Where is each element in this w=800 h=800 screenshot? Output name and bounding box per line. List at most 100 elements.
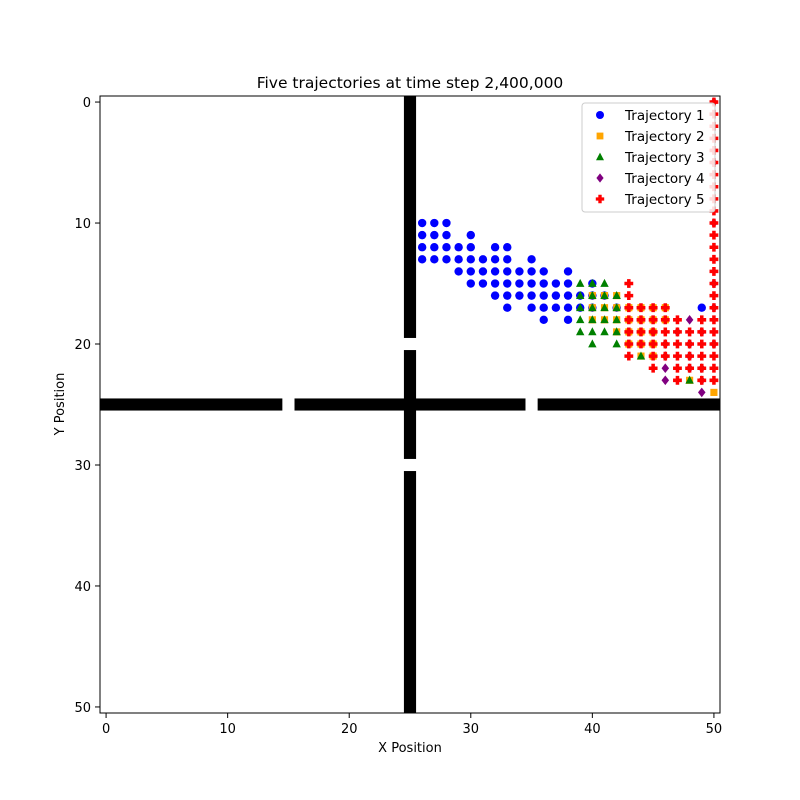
trajectory-5-point	[709, 291, 719, 301]
trajectory-5-point	[624, 315, 634, 325]
trajectory-1-point	[417, 218, 427, 228]
trajectory-5-point	[709, 315, 719, 325]
trajectory-5-point	[673, 363, 682, 373]
trajectory-5-point	[624, 339, 634, 349]
trajectory-5-point	[648, 339, 658, 349]
trajectory-5-point	[660, 327, 670, 337]
wall-horizontal-3	[537, 398, 720, 411]
trajectory-5-point	[673, 375, 682, 385]
trajectory-5-point	[697, 363, 707, 373]
trajectory-1-point	[563, 279, 573, 288]
trajectory-5-point	[624, 279, 634, 288]
wall-horizontal-1	[100, 398, 283, 411]
x-tick-label: 10	[219, 722, 236, 737]
trajectory-3-point	[575, 278, 585, 287]
trajectory-3-point	[600, 303, 609, 312]
trajectory-1-point	[417, 243, 427, 252]
trajectory-3-point	[612, 315, 621, 324]
plot-frame	[99, 95, 721, 714]
trajectory-1-point	[466, 255, 475, 264]
legend-marker-1	[596, 111, 604, 119]
trajectory-1-point	[417, 255, 427, 264]
trajectory-1-point	[490, 279, 500, 288]
trajectory-1-point	[430, 230, 439, 240]
trajectory-1-point	[503, 267, 512, 276]
trajectory-3-point	[612, 339, 621, 348]
trajectory-1-point	[454, 243, 463, 252]
trajectory-5-point	[697, 351, 707, 361]
y-tick-label: 20	[74, 338, 91, 353]
trajectory-3-point	[685, 375, 694, 384]
trajectory-5-point	[648, 303, 658, 313]
trajectory-5-point	[685, 339, 695, 349]
trajectory-1-point	[503, 243, 512, 252]
trajectory-3-point	[588, 315, 597, 324]
trajectory-5-point	[685, 327, 695, 337]
trajectory-3-point	[600, 327, 609, 336]
trajectory-5-point	[673, 351, 682, 361]
trajectory-1-point	[515, 279, 524, 288]
legend-label-4: Trajectory 4	[624, 171, 705, 187]
trajectory-3-point	[588, 278, 597, 287]
trajectory-3-point	[575, 290, 585, 299]
trajectory-5-point	[673, 327, 682, 337]
trajectory-1-point	[539, 315, 548, 325]
x-tick-label: 0	[102, 722, 110, 737]
trajectory-1-point	[442, 255, 451, 264]
trajectory-5-point	[709, 279, 719, 288]
x-tick-label: 40	[584, 722, 601, 737]
y-tick-label: 50	[74, 701, 91, 716]
trajectory-1-point	[539, 267, 548, 276]
trajectory-1-point	[563, 303, 573, 312]
trajectory-5-point	[624, 303, 634, 313]
trajectory-3-point	[588, 303, 597, 312]
trajectory-3-point	[575, 303, 585, 312]
legend-marker-4	[596, 173, 604, 183]
trajectory-5-point	[648, 363, 658, 373]
trajectory-5-point	[624, 291, 634, 301]
legend-label-5: Trajectory 5	[624, 192, 705, 208]
trajectory-1-point	[430, 243, 439, 252]
trajectory-5-point	[697, 315, 707, 325]
points-layer	[417, 97, 719, 398]
trajectory-3-point	[588, 327, 597, 336]
trajectory-5-point	[660, 351, 670, 361]
trajectory-1-point	[527, 291, 536, 300]
trajectory-1-point	[442, 230, 451, 240]
trajectory-1-point	[442, 243, 451, 252]
trajectory-1-point	[563, 267, 573, 276]
trajectory-1-point	[478, 255, 488, 264]
x-axis-label: X Position	[378, 741, 442, 756]
trajectory-1-point	[503, 255, 512, 264]
trajectory-1-point	[490, 267, 500, 276]
trajectory-1-point	[551, 279, 561, 288]
trajectory-3-point	[600, 290, 609, 299]
trajectory-5-point	[709, 303, 719, 313]
trajectory-4-point	[697, 387, 706, 398]
trajectory-5-point	[685, 363, 695, 373]
legend-marker-3	[596, 152, 604, 161]
trajectory-1-point	[503, 291, 512, 300]
trajectory-5-point	[660, 315, 670, 325]
trajectory-1-point	[539, 279, 548, 288]
trajectory-1-point	[697, 303, 706, 312]
trajectory-1-point	[503, 303, 512, 312]
trajectory-1-point	[539, 291, 548, 300]
trajectory-3-point	[600, 278, 609, 287]
trajectory-5-point	[709, 339, 719, 349]
trajectory-5-point	[709, 230, 719, 240]
legend-marker-2	[596, 132, 604, 140]
trajectory-3-point	[600, 315, 609, 324]
trajectory-1-point	[563, 315, 573, 325]
y-tick-label: 0	[83, 96, 91, 111]
trajectory-5-point	[709, 242, 719, 252]
trajectory-5-point	[636, 339, 646, 349]
legend-label-2: Trajectory 2	[624, 129, 705, 145]
trajectory-1-point	[466, 279, 475, 288]
trajectory-5-point	[709, 97, 719, 107]
trajectory-3-point	[588, 339, 597, 348]
wall-vertical-1	[403, 96, 417, 338]
trajectory-1-point	[551, 303, 561, 312]
